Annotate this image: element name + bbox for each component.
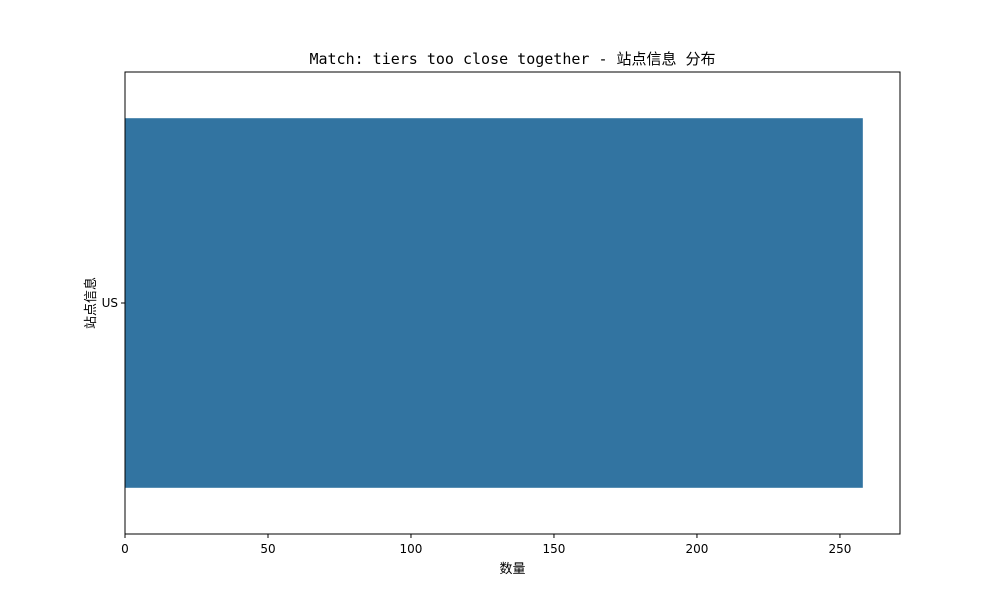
x-tick-label: 150 — [543, 542, 566, 556]
x-axis-label: 数量 — [499, 562, 525, 577]
x-tick-label: 200 — [686, 542, 709, 556]
x-axis-ticks: 0 50 100 150 200 250 — [121, 534, 851, 556]
bars-group — [125, 118, 863, 488]
y-axis-label: 站点信息 — [83, 277, 99, 329]
y-axis-ticks: US — [102, 296, 125, 310]
x-tick-label: 100 — [400, 542, 423, 556]
bar-us — [125, 118, 863, 488]
y-tick-label: US — [102, 296, 118, 310]
x-tick-label: 250 — [828, 542, 851, 556]
chart-title: Match: tiers too close together - 站点信息 分… — [309, 50, 715, 68]
x-tick-label: 50 — [260, 542, 275, 556]
x-tick-label: 0 — [121, 542, 129, 556]
